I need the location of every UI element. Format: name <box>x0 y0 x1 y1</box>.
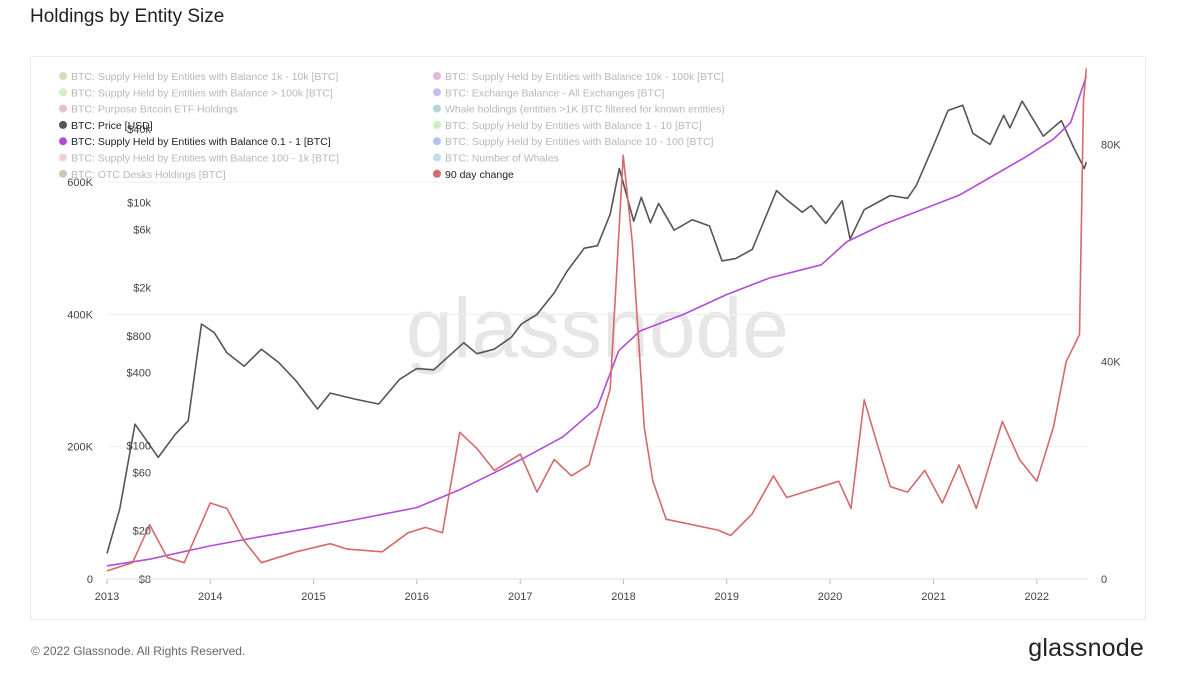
x-axis-tick-label: 2021 <box>921 591 945 603</box>
chart-panel: glassnode 0 200K 400K 600K $8 $20 $60 $100 $400 $… <box>30 56 1146 620</box>
legend-swatch[interactable] <box>433 120 441 129</box>
legend-item-label[interactable]: BTC: OTC Desks Holdings [BTC] <box>71 169 226 181</box>
legend-swatch[interactable] <box>433 169 441 178</box>
legend-item-label[interactable]: BTC: Exchange Balance - All Exchanges [B… <box>445 87 665 99</box>
legend-swatch[interactable] <box>59 153 67 162</box>
legend-item-label[interactable]: BTC: Purpose Bitcoin ETF Holdings <box>71 104 238 116</box>
right-axis-tick-label: 80K <box>1101 139 1121 151</box>
price-axis-tick-label: $400 <box>127 367 151 379</box>
legend-swatch[interactable] <box>433 153 441 162</box>
chart-svg: glassnode 0 200K 400K 600K $8 $20 $60 $100 $400 $… <box>59 68 1121 603</box>
left-axis-tick-label: 400K <box>67 309 93 321</box>
legend-item-label[interactable]: BTC: Price [USD] <box>71 120 153 132</box>
page-title: Holdings by Entity Size <box>30 6 225 27</box>
legend-swatch[interactable] <box>433 137 441 146</box>
legend-item-label[interactable]: 90 day change <box>445 169 514 181</box>
x-axis-tick-label: 2022 <box>1025 591 1049 603</box>
left-axis-tick-label: 200K <box>67 442 93 454</box>
legend-item-label[interactable]: BTC: Supply Held by Entities with Balanc… <box>71 87 333 99</box>
left-axis-tick-label: 600K <box>67 177 93 189</box>
watermark-text: glassnode <box>406 281 789 375</box>
legend-swatch[interactable] <box>59 104 67 113</box>
legend-item-label[interactable]: BTC: Supply Held by Entities with Balanc… <box>71 136 331 148</box>
price-axis-tick-label: $800 <box>127 331 151 343</box>
legend-item-label[interactable]: Whale holdings (entities >1K BTC filtere… <box>445 104 725 116</box>
legend-swatch[interactable] <box>59 88 67 97</box>
series-line-btc-supply-held-by-entities-with-balance-0-1-1-btc <box>106 75 1088 567</box>
x-axis-tick-label: 2017 <box>508 591 532 603</box>
legend-item-label[interactable]: BTC: Supply Held by Entities with Balanc… <box>445 120 702 132</box>
x-axis-tick-label: 2013 <box>95 591 119 603</box>
legend-item-label[interactable]: BTC: Supply Held by Entities with Balanc… <box>445 136 714 148</box>
x-axis-tick-label: 2014 <box>198 591 222 603</box>
x-axis-tick-label: 2015 <box>301 591 325 603</box>
legend-item-label[interactable]: BTC: Supply Held by Entities with Balanc… <box>71 71 338 83</box>
x-axis-tick-label: 2018 <box>611 591 635 603</box>
price-axis-tick-label: $40k <box>127 124 151 136</box>
legend-swatch[interactable] <box>433 104 441 113</box>
legend-swatch[interactable] <box>433 72 441 80</box>
legend-item-label[interactable]: BTC: Supply Held by Entities with Balanc… <box>71 153 339 165</box>
x-axis-tick-label: 2020 <box>818 591 842 603</box>
x-axis-tick-label: 2016 <box>405 591 429 603</box>
legend-swatch[interactable] <box>59 120 67 129</box>
legend-swatch[interactable] <box>433 88 441 97</box>
series-line-btc-price-usd <box>106 100 1088 554</box>
copyright-text: © 2022 Glassnode. All Rights Reserved. <box>31 644 246 658</box>
price-axis-tick-label: $10k <box>127 197 151 209</box>
price-axis-tick-label: $60 <box>133 468 151 480</box>
price-axis-tick-label: $100 <box>127 441 151 453</box>
series-line-90-day-change <box>106 68 1088 572</box>
glassnode-logo[interactable]: glassnode <box>1028 634 1144 662</box>
legend-swatch[interactable] <box>59 72 67 80</box>
price-axis-tick-label: $20 <box>133 526 151 538</box>
left-axis-tick-label: 0 <box>87 574 93 586</box>
price-axis-tick-label: $6k <box>133 224 151 236</box>
legend-swatch[interactable] <box>59 169 67 178</box>
x-axis-tick-label: 2019 <box>715 591 739 603</box>
price-axis-tick-label: $8 <box>139 574 151 586</box>
price-axis-tick-label: $2k <box>133 282 151 294</box>
legend-item-label[interactable]: BTC: Number of Whales <box>445 153 559 165</box>
right-axis-tick-label: 40K <box>1101 357 1121 369</box>
right-axis-tick-label: 0 <box>1101 574 1107 586</box>
legend-item-label[interactable]: BTC: Supply Held by Entities with Balanc… <box>445 71 724 83</box>
legend-swatch[interactable] <box>59 137 67 146</box>
